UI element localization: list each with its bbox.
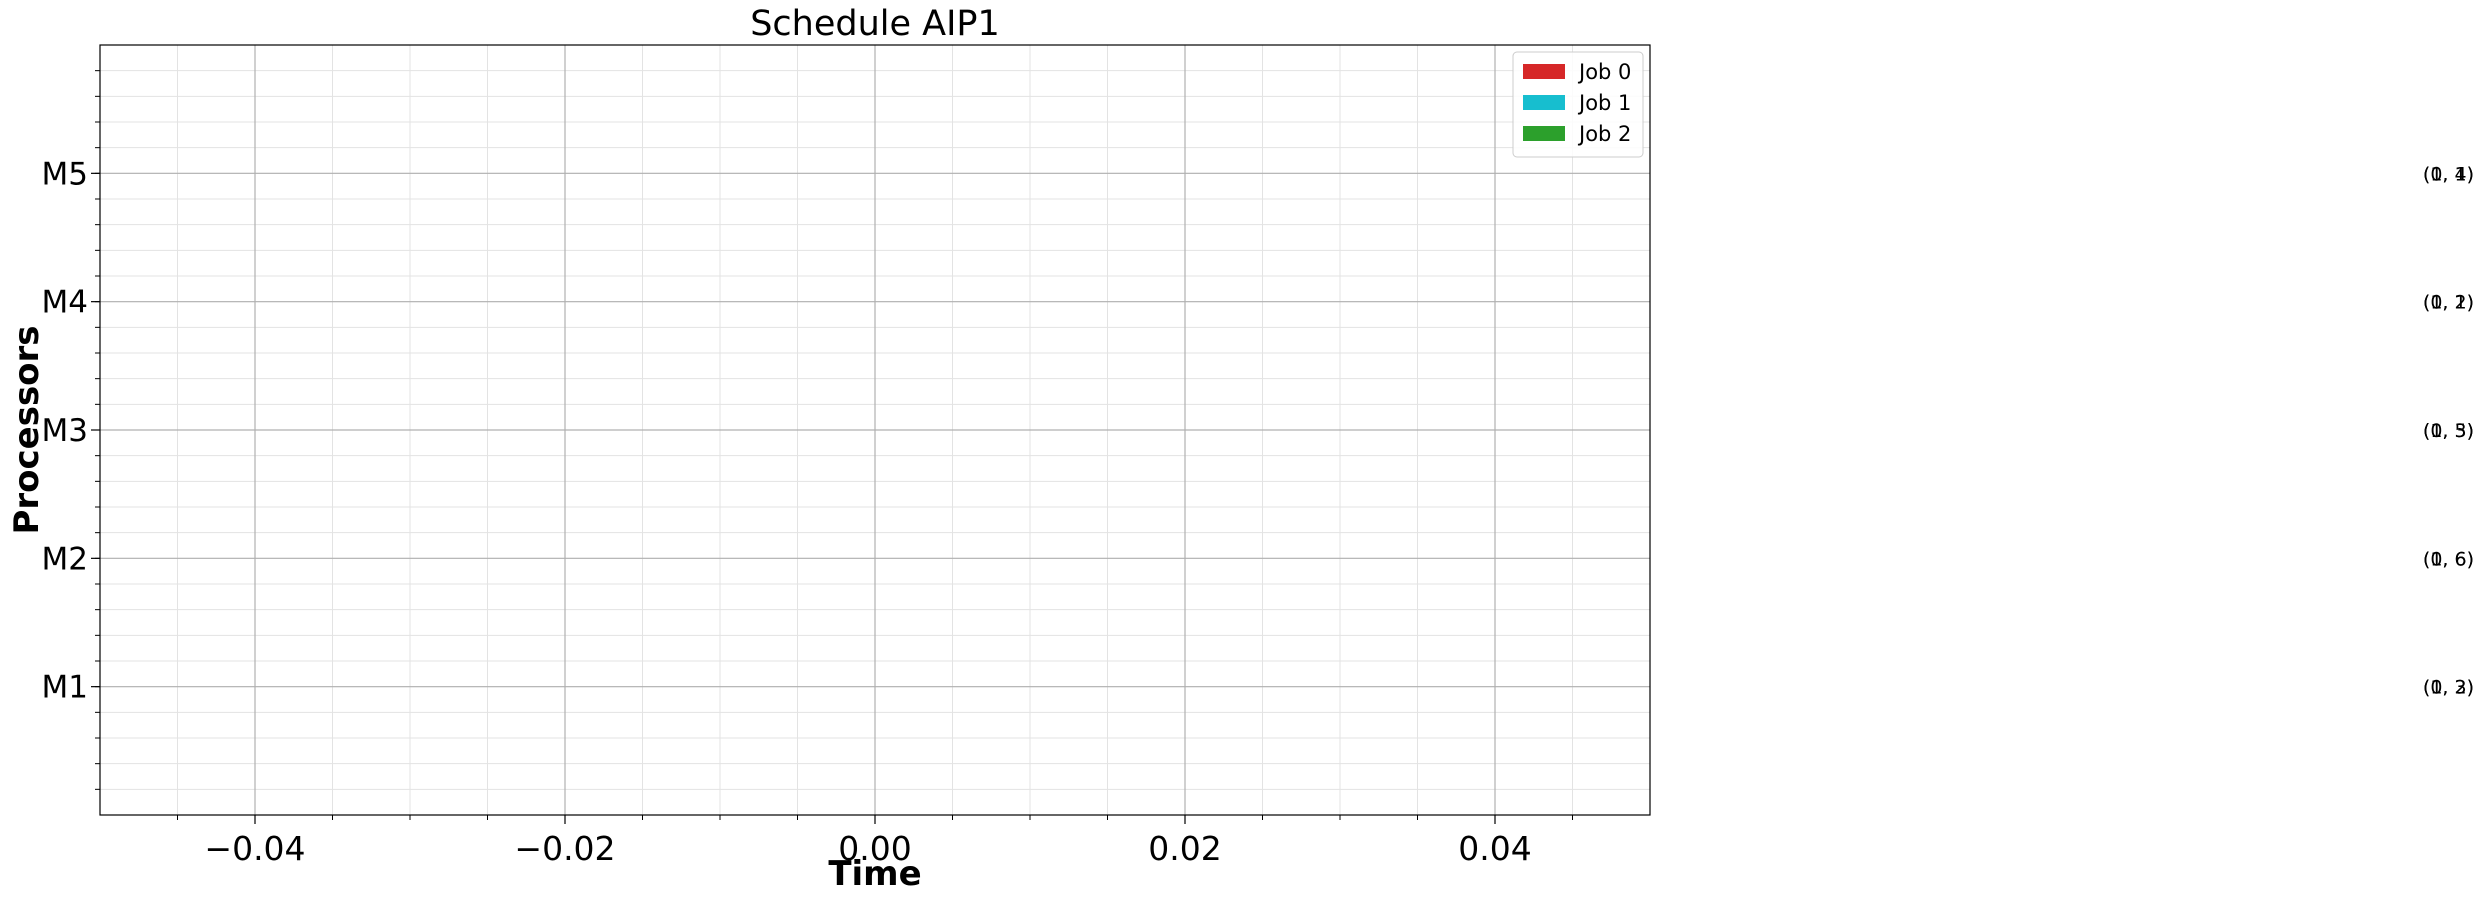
x-tick-label: 0.04 (1458, 829, 1531, 868)
annotation-label: (1, 1) (2423, 163, 2474, 185)
annotation-label: (0, 3) (2423, 420, 2474, 442)
chart-title: Schedule AIP1 (750, 4, 1000, 44)
y-tick-label: M5 (42, 156, 88, 192)
legend-swatch (1523, 64, 1565, 79)
y-tick-label: M1 (42, 670, 88, 706)
y-axis-label: Processors (7, 325, 47, 534)
annotation-label: (1, 3) (2423, 677, 2474, 699)
legend-label: Job 1 (1577, 91, 1631, 115)
x-tick-label: −0.04 (204, 829, 305, 868)
legend-label: Job 2 (1577, 122, 1631, 146)
legend-swatch (1523, 95, 1565, 110)
x-tick-label: 0.02 (1148, 829, 1221, 868)
y-tick-label: M4 (42, 285, 88, 321)
y-tick-label: M2 (42, 541, 88, 577)
y-axis-ticks: M1 M2 M3 M4 M5 (42, 70, 100, 790)
annotation-label: (1, 6) (2423, 548, 2474, 570)
y-tick-label: M3 (42, 413, 88, 449)
annotation-label: (0, 2) (2423, 677, 2474, 699)
annotation-label: (0, 4) (2423, 163, 2474, 185)
annotations: (0, 4)(1, 1)(0, 2)(1, 1)(0, 3)(1, 5)(0, … (2423, 163, 2474, 698)
legend-swatch (1523, 126, 1565, 141)
legend-label: Job 0 (1577, 60, 1631, 84)
major-grid (100, 45, 1650, 815)
annotation-label: (1, 5) (2423, 420, 2474, 442)
annotation-label: (0, 2) (2423, 292, 2474, 314)
annotation-label: (0, 6) (2423, 548, 2474, 570)
x-tick-label: −0.02 (514, 829, 615, 868)
annotation-label: (1, 1) (2423, 292, 2474, 314)
x-axis-ticks: −0.04 −0.02 0.00 0.02 0.04 (177, 815, 1573, 868)
legend: Job 0 Job 1 Job 2 (1512, 51, 1644, 158)
x-axis-label: Time (828, 854, 921, 894)
x-tick-label: 0.00 (838, 829, 911, 868)
